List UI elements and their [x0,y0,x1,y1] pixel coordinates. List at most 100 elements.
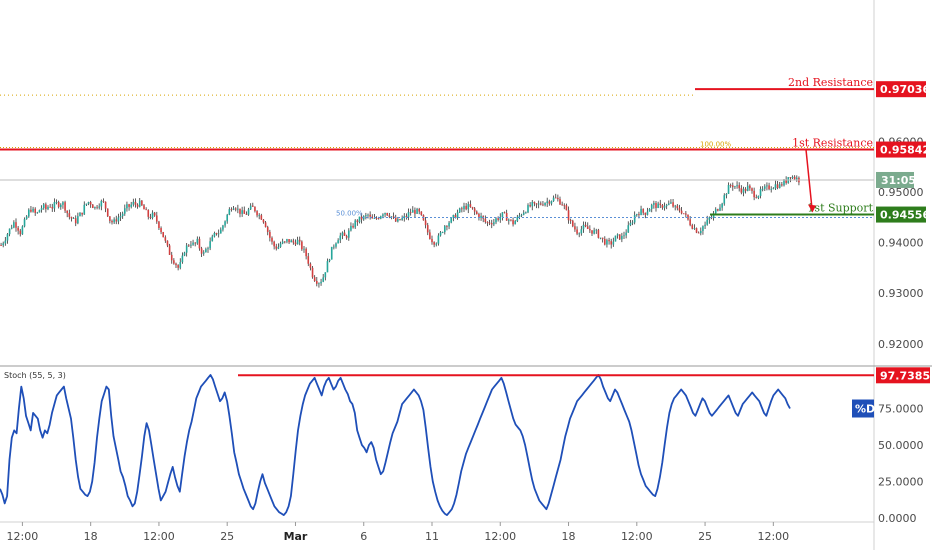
candle-body [113,219,115,223]
candle-body [446,226,448,227]
candle-body [81,212,83,215]
candle-body [606,240,608,245]
candle [70,216,73,222]
candle [47,205,49,211]
candle [731,182,734,191]
candle-body [173,260,175,264]
candle [650,203,653,213]
candle [89,200,92,208]
candle [435,242,438,247]
candle-body [505,212,508,221]
candle-body [337,240,339,244]
candle-body [40,208,43,210]
time-axis[interactable]: 12:00 18 12:00 25 Mar 6 11 12:00 18 12:00 25 12:00 [7,522,790,543]
candle [147,209,150,220]
candle-body [655,203,657,209]
candle [266,225,269,236]
candle-body [783,179,785,186]
candle [418,207,421,215]
candle [23,217,26,228]
candle-body [731,185,734,188]
candle-body [196,238,199,244]
countdown-tag[interactable]: 31:05 [876,171,916,188]
candle-body [603,238,606,245]
candle-body [657,203,659,209]
candle [744,187,747,194]
indicator-title[interactable]: Stoch (55, 5, 3) [4,371,66,380]
candle-body [275,246,278,249]
candle [79,212,81,217]
candle [544,202,546,207]
candle-body [503,212,506,214]
candle-body [608,240,610,242]
stoch-level-tag[interactable]: 97.7385 [876,367,930,384]
candle [614,235,617,242]
candle [665,203,668,210]
candle-body [721,203,723,208]
candle [249,203,252,210]
candle [183,251,186,257]
candle [397,216,399,223]
candle [102,198,105,203]
candle-body [699,230,702,234]
candle-body [640,208,642,216]
candle [439,230,442,237]
first-resistance-tag[interactable]: 0.95842 [876,141,930,158]
candle [559,196,561,205]
candle [296,236,299,245]
candle-body [612,241,615,245]
candle [313,275,316,282]
candle [375,216,378,220]
candle [416,207,418,215]
candle-body [431,238,433,243]
candle-body [241,210,243,214]
candle [109,216,111,224]
price-tick-label: 0.92000 [878,338,924,351]
candle-body [8,228,11,235]
candle [495,217,497,225]
candle-body [343,232,346,236]
svg-text:%D: %D [855,403,875,416]
candle [552,195,555,202]
svg-text:31:05: 31:05 [881,174,916,187]
time-tick-label: 12:00 [484,530,516,543]
candle [603,236,606,246]
candle-body [535,203,538,205]
candle [785,176,787,185]
candle [85,203,88,206]
candle [623,231,625,239]
candle-body [781,184,783,186]
candle [213,231,216,238]
candle [330,246,333,260]
candle-body [356,220,359,223]
candle-body [589,228,591,231]
candle-body [527,205,529,213]
stoch-d-badge[interactable]: %D [852,399,875,418]
candle-body [301,241,303,250]
candle [219,227,222,234]
stoch-axis[interactable]: 0.0000 25.0000 50.0000 75.0000 [878,403,924,526]
candle [567,206,570,224]
candle-body [674,205,677,207]
candle-body [635,214,638,216]
candle [155,211,158,224]
candle [55,199,58,205]
candle [264,221,267,228]
candle [100,199,103,211]
first-support-tag[interactable]: 0.94556 [876,206,930,223]
second-resistance-tag[interactable]: 0.97036 [876,81,930,98]
candle-body [480,215,482,218]
candle-body [714,209,717,214]
candle [753,187,755,201]
candle-body [717,209,719,211]
candle-body [205,249,207,253]
candle [469,200,472,208]
candle [230,207,233,212]
candle [6,233,9,244]
candle-body [256,211,258,216]
candle-body [185,245,188,253]
candle-body [66,210,69,214]
candle-body [341,232,344,236]
